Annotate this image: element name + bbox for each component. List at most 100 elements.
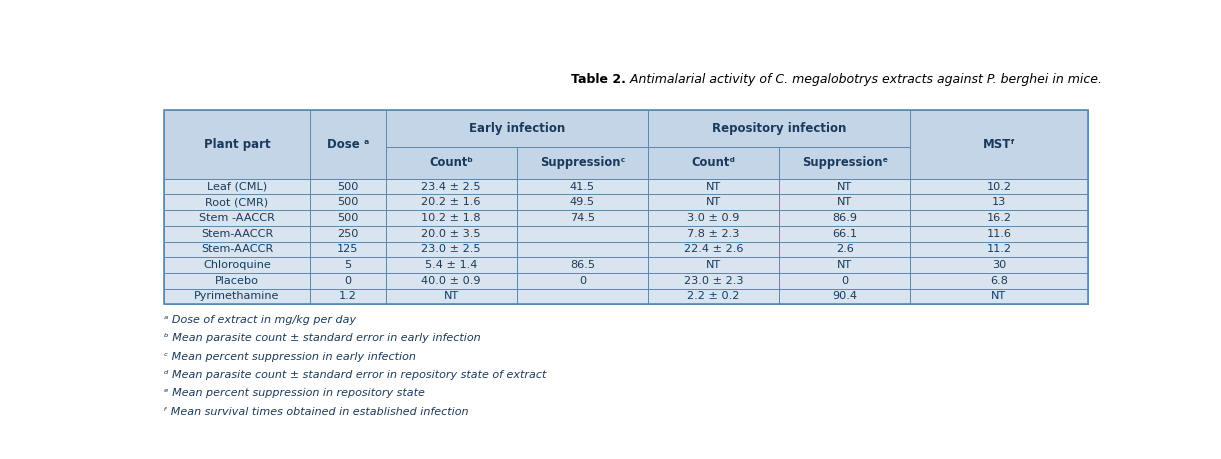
- Text: 500: 500: [337, 182, 359, 191]
- Text: NT: NT: [838, 197, 852, 207]
- Bar: [164, 273, 310, 289]
- Bar: [779, 179, 910, 195]
- Text: 30: 30: [991, 260, 1006, 270]
- Text: Suppressionᵉ: Suppressionᵉ: [802, 157, 888, 169]
- Text: 23.4 ± 2.5: 23.4 ± 2.5: [421, 182, 481, 191]
- Bar: [310, 226, 386, 241]
- Bar: [516, 241, 648, 257]
- Text: 6.8: 6.8: [990, 276, 1007, 285]
- Bar: [310, 257, 386, 273]
- Text: 7.8 ± 2.3: 7.8 ± 2.3: [687, 229, 740, 239]
- Bar: [386, 195, 516, 210]
- Bar: [164, 110, 310, 179]
- Bar: [386, 210, 516, 226]
- Bar: [164, 289, 310, 304]
- Bar: [310, 273, 386, 289]
- Bar: [648, 110, 910, 147]
- Bar: [516, 289, 648, 304]
- Text: Leaf (CML): Leaf (CML): [206, 182, 267, 191]
- Bar: [779, 289, 910, 304]
- Bar: [516, 147, 648, 179]
- Bar: [164, 226, 310, 241]
- Bar: [648, 241, 779, 257]
- Text: Countᵈ: Countᵈ: [691, 157, 735, 169]
- Text: NT: NT: [443, 291, 459, 302]
- Text: 3.0 ± 0.9: 3.0 ± 0.9: [687, 213, 740, 223]
- Text: 86.5: 86.5: [570, 260, 595, 270]
- Bar: [910, 289, 1088, 304]
- Text: Pyrimethamine: Pyrimethamine: [194, 291, 280, 302]
- Bar: [386, 179, 516, 195]
- Text: 16.2: 16.2: [987, 213, 1011, 223]
- Text: 2.2 ± 0.2: 2.2 ± 0.2: [687, 291, 740, 302]
- Bar: [516, 273, 648, 289]
- Bar: [386, 226, 516, 241]
- Bar: [779, 210, 910, 226]
- Text: Dose ᵃ: Dose ᵃ: [327, 138, 369, 151]
- Bar: [516, 195, 648, 210]
- Bar: [910, 179, 1088, 195]
- Text: NT: NT: [838, 182, 852, 191]
- Text: 66.1: 66.1: [833, 229, 857, 239]
- Bar: [779, 273, 910, 289]
- Bar: [310, 195, 386, 210]
- Text: ᶠ Mean survival times obtained in established infection: ᶠ Mean survival times obtained in establ…: [164, 407, 469, 417]
- Text: 500: 500: [337, 213, 359, 223]
- Text: NT: NT: [706, 260, 722, 270]
- Bar: [516, 210, 648, 226]
- Bar: [310, 241, 386, 257]
- Text: ᵇ Mean parasite count ± standard error in early infection: ᵇ Mean parasite count ± standard error i…: [164, 333, 481, 343]
- Text: 0: 0: [841, 276, 849, 285]
- Bar: [516, 257, 648, 273]
- Bar: [910, 210, 1088, 226]
- Text: 0: 0: [344, 276, 352, 285]
- Text: 250: 250: [337, 229, 359, 239]
- Text: Chloroquine: Chloroquine: [203, 260, 271, 270]
- Bar: [648, 179, 779, 195]
- Text: 5.4 ± 1.4: 5.4 ± 1.4: [425, 260, 477, 270]
- Text: 40.0 ± 0.9: 40.0 ± 0.9: [421, 276, 481, 285]
- Text: Table 2. Antimalarial activity of C. megalobotrys extracts against P. berghei in: Table 2. Antimalarial activity of C. meg…: [363, 73, 889, 86]
- Bar: [910, 257, 1088, 273]
- Bar: [386, 147, 516, 179]
- Text: Repository infection: Repository infection: [712, 122, 846, 135]
- Text: 5: 5: [344, 260, 352, 270]
- Text: 11.6: 11.6: [987, 229, 1011, 239]
- Bar: [779, 226, 910, 241]
- Text: 0: 0: [579, 276, 586, 285]
- Text: 86.9: 86.9: [833, 213, 857, 223]
- Text: Table 2.: Table 2.: [571, 73, 626, 86]
- Bar: [779, 147, 910, 179]
- Text: 22.4 ± 2.6: 22.4 ± 2.6: [684, 244, 744, 254]
- Text: Antimalarial activity of C. megalobotrys extracts against P. berghei in mice.: Antimalarial activity of C. megalobotrys…: [626, 73, 1101, 86]
- Bar: [648, 210, 779, 226]
- Text: MSTᶠ: MSTᶠ: [983, 138, 1016, 151]
- Bar: [648, 257, 779, 273]
- Text: 23.0 ± 2.3: 23.0 ± 2.3: [684, 276, 744, 285]
- Text: Stem-AACCR: Stem-AACCR: [200, 229, 274, 239]
- Bar: [164, 257, 310, 273]
- Text: 49.5: 49.5: [570, 197, 595, 207]
- Bar: [779, 257, 910, 273]
- Bar: [164, 110, 1088, 304]
- Bar: [648, 226, 779, 241]
- Text: 500: 500: [337, 197, 359, 207]
- Bar: [386, 257, 516, 273]
- Text: 1.2: 1.2: [339, 291, 357, 302]
- Text: Plant part: Plant part: [204, 138, 270, 151]
- Text: Early infection: Early infection: [469, 122, 565, 135]
- Bar: [910, 110, 1088, 179]
- Text: Placebo: Placebo: [215, 276, 259, 285]
- Bar: [516, 179, 648, 195]
- Text: 41.5: 41.5: [570, 182, 595, 191]
- Text: 11.2: 11.2: [987, 244, 1011, 254]
- Text: 20.0 ± 3.5: 20.0 ± 3.5: [421, 229, 481, 239]
- Bar: [910, 195, 1088, 210]
- Bar: [910, 273, 1088, 289]
- Text: NT: NT: [706, 197, 722, 207]
- Text: ᵃ Dose of extract in mg/kg per day: ᵃ Dose of extract in mg/kg per day: [164, 315, 357, 325]
- Text: 90.4: 90.4: [833, 291, 857, 302]
- Bar: [386, 289, 516, 304]
- Text: NT: NT: [838, 260, 852, 270]
- Bar: [310, 179, 386, 195]
